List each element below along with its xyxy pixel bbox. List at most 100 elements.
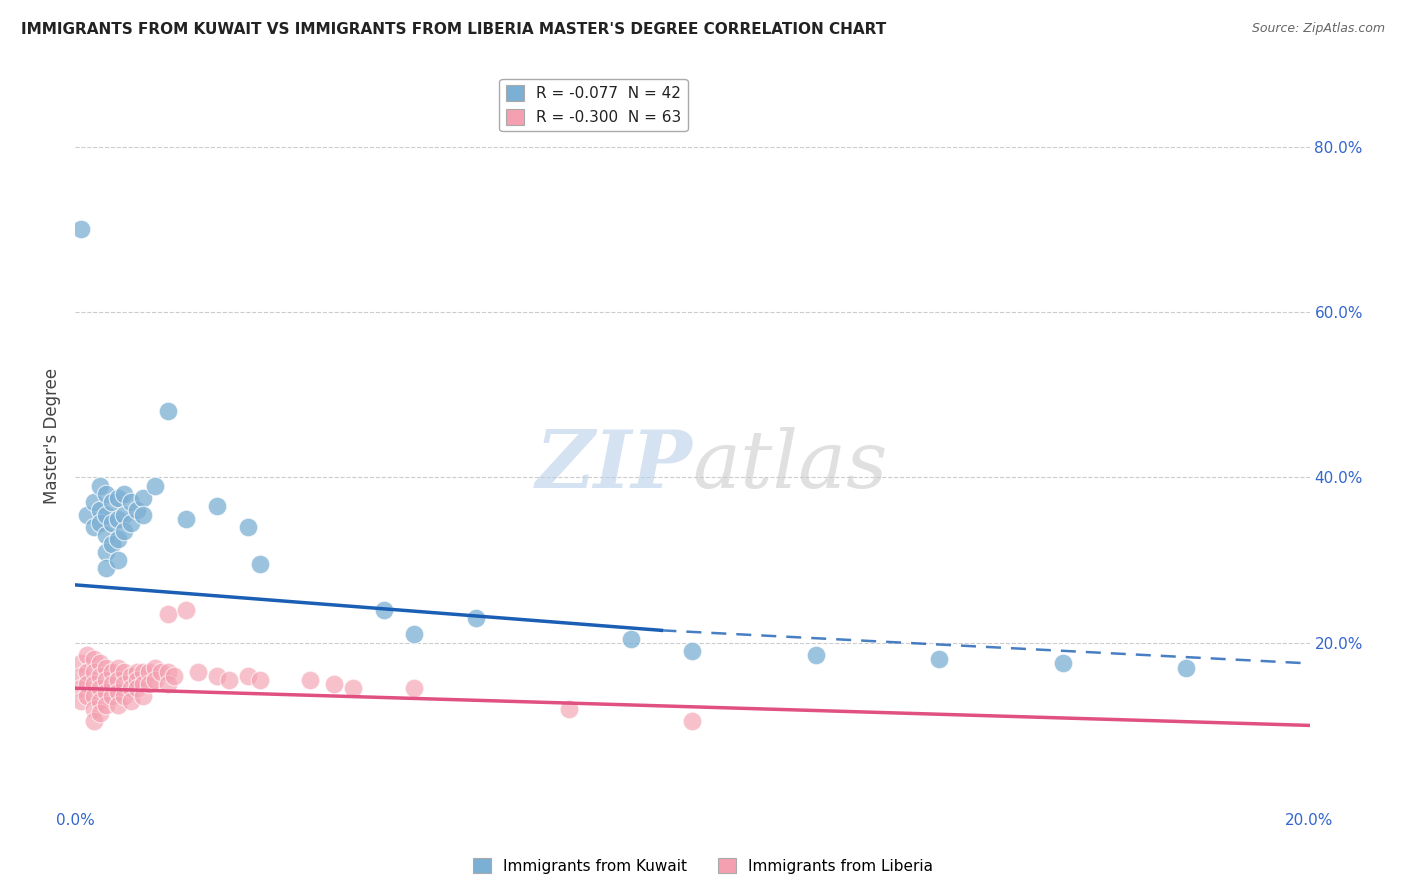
- Point: [156, 677, 179, 691]
- Point: [70, 681, 93, 696]
- Point: [804, 648, 827, 662]
- Point: [298, 673, 321, 687]
- Point: [120, 495, 142, 509]
- Point: [70, 669, 93, 683]
- Point: [89, 681, 111, 696]
- Point: [465, 611, 488, 625]
- Point: [125, 681, 148, 696]
- Point: [681, 714, 703, 729]
- Point: [101, 665, 124, 679]
- Point: [132, 677, 155, 691]
- Point: [76, 677, 98, 691]
- Point: [112, 487, 135, 501]
- Point: [112, 665, 135, 679]
- Point: [249, 673, 271, 687]
- Text: Source: ZipAtlas.com: Source: ZipAtlas.com: [1251, 22, 1385, 36]
- Point: [205, 669, 228, 683]
- Point: [94, 685, 117, 699]
- Point: [125, 665, 148, 679]
- Point: [323, 677, 346, 691]
- Point: [619, 632, 641, 646]
- Point: [107, 553, 129, 567]
- Point: [112, 677, 135, 691]
- Text: IMMIGRANTS FROM KUWAIT VS IMMIGRANTS FROM LIBERIA MASTER'S DEGREE CORRELATION CH: IMMIGRANTS FROM KUWAIT VS IMMIGRANTS FRO…: [21, 22, 886, 37]
- Point: [83, 690, 105, 704]
- Point: [107, 533, 129, 547]
- Point: [125, 503, 148, 517]
- Point: [76, 648, 98, 662]
- Legend: Immigrants from Kuwait, Immigrants from Liberia: Immigrants from Kuwait, Immigrants from …: [467, 852, 939, 880]
- Point: [83, 665, 105, 679]
- Text: atlas: atlas: [692, 427, 887, 505]
- Point: [107, 512, 129, 526]
- Point: [138, 677, 160, 691]
- Point: [89, 706, 111, 720]
- Point: [205, 500, 228, 514]
- Point: [101, 536, 124, 550]
- Point: [112, 524, 135, 538]
- Point: [404, 627, 426, 641]
- Text: ZIP: ZIP: [536, 427, 692, 505]
- Y-axis label: Master's Degree: Master's Degree: [44, 368, 60, 504]
- Point: [143, 673, 166, 687]
- Point: [373, 602, 395, 616]
- Point: [107, 491, 129, 505]
- Point: [101, 495, 124, 509]
- Point: [70, 693, 93, 707]
- Point: [928, 652, 950, 666]
- Point: [138, 665, 160, 679]
- Point: [163, 669, 186, 683]
- Point: [156, 404, 179, 418]
- Point: [94, 673, 117, 687]
- Point: [89, 478, 111, 492]
- Legend: R = -0.077  N = 42, R = -0.300  N = 63: R = -0.077 N = 42, R = -0.300 N = 63: [499, 79, 688, 131]
- Point: [236, 520, 259, 534]
- Point: [76, 665, 98, 679]
- Point: [83, 677, 105, 691]
- Point: [101, 677, 124, 691]
- Point: [120, 681, 142, 696]
- Point: [125, 673, 148, 687]
- Point: [107, 660, 129, 674]
- Point: [112, 508, 135, 522]
- Point: [94, 698, 117, 712]
- Point: [120, 669, 142, 683]
- Point: [94, 561, 117, 575]
- Point: [89, 503, 111, 517]
- Point: [174, 512, 197, 526]
- Point: [120, 516, 142, 530]
- Point: [101, 516, 124, 530]
- Point: [342, 681, 364, 696]
- Point: [558, 702, 581, 716]
- Point: [143, 478, 166, 492]
- Point: [249, 558, 271, 572]
- Point: [132, 665, 155, 679]
- Point: [236, 669, 259, 683]
- Point: [94, 528, 117, 542]
- Point: [107, 698, 129, 712]
- Point: [143, 660, 166, 674]
- Point: [1175, 660, 1198, 674]
- Point: [70, 222, 93, 236]
- Point: [101, 690, 124, 704]
- Point: [174, 602, 197, 616]
- Point: [187, 665, 209, 679]
- Point: [120, 693, 142, 707]
- Point: [83, 495, 105, 509]
- Point: [89, 693, 111, 707]
- Point: [404, 681, 426, 696]
- Point: [83, 652, 105, 666]
- Point: [132, 508, 155, 522]
- Point: [89, 516, 111, 530]
- Point: [76, 508, 98, 522]
- Point: [94, 660, 117, 674]
- Point: [150, 665, 173, 679]
- Point: [94, 487, 117, 501]
- Point: [218, 673, 240, 687]
- Point: [112, 690, 135, 704]
- Point: [132, 491, 155, 505]
- Point: [89, 657, 111, 671]
- Point: [70, 657, 93, 671]
- Point: [156, 607, 179, 621]
- Point: [76, 690, 98, 704]
